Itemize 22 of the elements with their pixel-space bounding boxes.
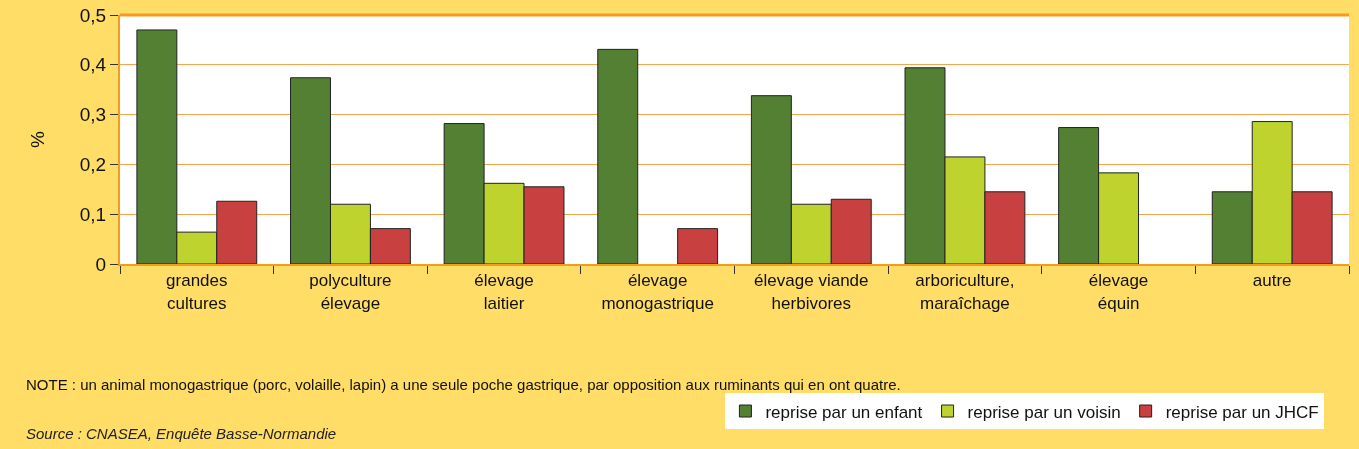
y-tick-label: 0,5 (79, 4, 107, 26)
y-tick-label: 0,3 (79, 104, 107, 126)
source-note: Source : CNASEA, Enquête Basse-Normandie (26, 425, 337, 442)
x-tick-label: élevage laitier (474, 271, 534, 313)
x-tick-label: grandes cultures (166, 271, 228, 313)
x-tick-label: élevage monogastrique (601, 271, 714, 313)
y-tick-label: 0 (95, 253, 107, 275)
bar (677, 228, 719, 264)
legend-label: reprise par un JHCF (1165, 402, 1319, 422)
y-tick-label: 0,2 (79, 154, 107, 176)
x-tick-label: autre (1252, 271, 1292, 291)
x-tick-label: élevage équin (1088, 271, 1149, 313)
legend-label: reprise par un voisin (967, 402, 1121, 422)
y-tick-label: 0,4 (79, 54, 107, 76)
y-tick-label: 0,1 (79, 203, 107, 225)
y-axis-title: % (27, 130, 49, 148)
x-tick-label: arboriculture, maraîchage (915, 271, 1015, 313)
text: NOTE : un animal monogastrique (porc, volaille, lapin) a une seule poche gastrique, par opposition aux ruminants qui en ont quatre. (26, 376, 901, 393)
legend-label: reprise par un enfant (765, 402, 923, 422)
bar (597, 48, 639, 264)
x-tick-label: polyculture élevage (309, 271, 392, 313)
x-tick-label: élevage viande herbivores (754, 271, 869, 313)
